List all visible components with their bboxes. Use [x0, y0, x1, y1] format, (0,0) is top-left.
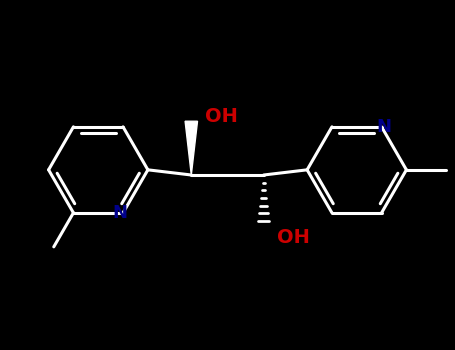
Text: N: N [112, 204, 127, 222]
Text: N: N [376, 118, 391, 136]
Text: OH: OH [277, 228, 310, 246]
Text: OH: OH [205, 106, 238, 126]
Polygon shape [185, 121, 197, 175]
